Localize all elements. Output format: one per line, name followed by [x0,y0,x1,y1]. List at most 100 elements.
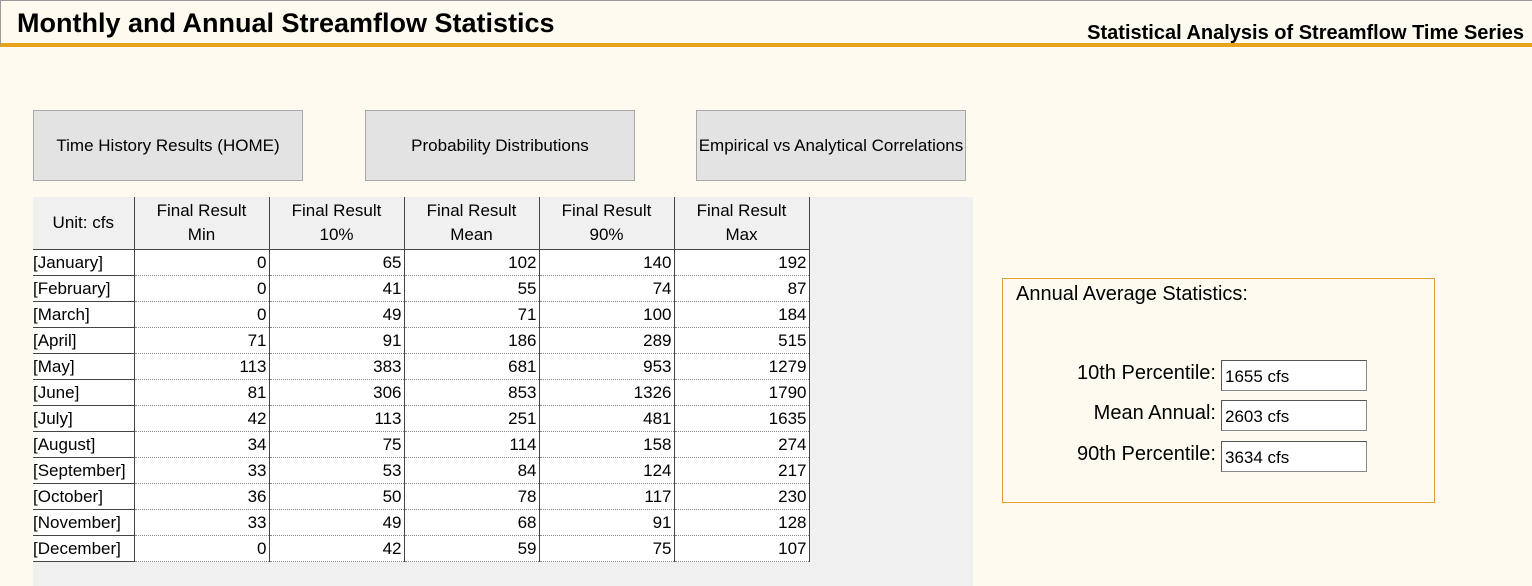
p90-value-field[interactable]: 3634 cfs [1221,441,1367,472]
table-cell[interactable]: 0 [134,275,270,302]
table-cell[interactable]: 53 [269,457,405,484]
table-row: [January] 0 65 102 140 192 [33,249,810,276]
table-row: [February] 0 41 55 74 87 [33,275,810,302]
home-button[interactable]: Time History Results (HOME) [33,110,303,181]
table-cell[interactable]: 42 [134,405,270,432]
column-header-line1: Final Result [561,201,652,220]
table-row: [July] 42 113 251 481 1635 [33,405,810,432]
table-cell[interactable]: 75 [539,535,675,562]
table-cell[interactable]: 34 [134,431,270,458]
mean-annual-value-field[interactable]: 2603 cfs [1221,400,1367,431]
table-cell[interactable]: 140 [539,249,675,276]
table-row: [March] 0 49 71 100 184 [33,301,810,328]
table-cell[interactable]: 65 [269,249,405,276]
table-cell[interactable]: 274 [674,431,810,458]
table-cell[interactable]: 113 [269,405,405,432]
column-header-line2: 10% [319,225,354,244]
table-cell[interactable]: 74 [539,275,675,302]
table-cell[interactable]: 50 [269,483,405,510]
month-label: [January] [33,249,135,276]
table-cell[interactable]: 217 [674,457,810,484]
table-row: [June] 81 306 853 1326 1790 [33,379,810,406]
table-cell[interactable]: 71 [404,301,540,328]
table-cell[interactable]: 192 [674,249,810,276]
month-label: [July] [33,405,135,432]
table-cell[interactable]: 186 [404,327,540,354]
table-cell[interactable]: 42 [269,535,405,562]
month-label: [June] [33,379,135,406]
table-cell[interactable]: 289 [539,327,675,354]
annual-panel-title: Annual Average Statistics: [1016,283,1248,305]
table-cell[interactable]: 107 [674,535,810,562]
month-label: [December] [33,535,135,562]
table-cell[interactable]: 1790 [674,379,810,406]
table-cell[interactable]: 124 [539,457,675,484]
table-row: [April] 71 91 186 289 515 [33,327,810,354]
table-cell[interactable]: 33 [134,509,270,536]
table-cell[interactable]: 681 [404,353,540,380]
table-row: [May] 113 383 681 953 1279 [33,353,810,380]
table-cell[interactable]: 59 [404,535,540,562]
table-cell[interactable]: 230 [674,483,810,510]
table-cell[interactable]: 0 [134,535,270,562]
table-cell[interactable]: 102 [404,249,540,276]
month-label: [August] [33,431,135,458]
table-cell[interactable]: 71 [134,327,270,354]
table-cell[interactable]: 306 [269,379,405,406]
month-label: [September] [33,457,135,484]
table-cell[interactable]: 853 [404,379,540,406]
column-header-max: Final Result Max [674,197,810,250]
table-cell[interactable]: 953 [539,353,675,380]
column-header-line2: 90% [589,225,624,244]
p90-label: 90th Percentile: [1077,443,1216,465]
table-cell[interactable]: 75 [269,431,405,458]
table-cell[interactable]: 36 [134,483,270,510]
table-cell[interactable]: 87 [674,275,810,302]
table-cell[interactable]: 1635 [674,405,810,432]
column-header-line1: Final Result [696,201,787,220]
table-cell[interactable]: 117 [539,483,675,510]
table-cell[interactable]: 251 [404,405,540,432]
column-header-mean: Final Result Mean [404,197,540,250]
column-header-line2: Min [187,225,216,244]
column-header-line1: Final Result [426,201,517,220]
column-header-min: Final Result Min [134,197,270,250]
table-cell[interactable]: 81 [134,379,270,406]
mean-row: Mean Annual: 2603 cfs [1003,400,1436,434]
monthly-stats-table: Unit: cfs Final Result Min Final Result 10… [33,197,810,562]
table-cell[interactable]: 84 [404,457,540,484]
table-cell[interactable]: 515 [674,327,810,354]
table-cell[interactable]: 0 [134,249,270,276]
table-cell[interactable]: 41 [269,275,405,302]
column-header-90pct: Final Result 90% [539,197,675,250]
table-cell[interactable]: 1279 [674,353,810,380]
table-cell[interactable]: 0 [134,301,270,328]
table-cell[interactable]: 481 [539,405,675,432]
annual-average-panel: Annual Average Statistics: 10th Percenti… [1002,278,1435,503]
column-header-line2: Mean [450,225,493,244]
table-cell[interactable]: 184 [674,301,810,328]
table-cell[interactable]: 158 [539,431,675,458]
correlations-button[interactable]: Empirical vs Analytical Correlations [696,110,966,181]
table-cell[interactable]: 100 [539,301,675,328]
table-cell[interactable]: 49 [269,509,405,536]
p10-label: 10th Percentile: [1077,362,1216,384]
p10-value-field[interactable]: 1655 cfs [1221,360,1367,391]
table-cell[interactable]: 128 [674,509,810,536]
table-cell[interactable]: 383 [269,353,405,380]
table-cell[interactable]: 49 [269,301,405,328]
table-cell[interactable]: 68 [404,509,540,536]
table-cell[interactable]: 114 [404,431,540,458]
table-cell[interactable]: 33 [134,457,270,484]
table-cell[interactable]: 55 [404,275,540,302]
month-label: [May] [33,353,135,380]
table-row: [December] 0 42 59 75 107 [33,535,810,562]
table-cell[interactable]: 113 [134,353,270,380]
table-cell[interactable]: 78 [404,483,540,510]
month-label: [April] [33,327,135,354]
probability-distributions-button[interactable]: Probability Distributions [365,110,635,181]
table-cell[interactable]: 91 [269,327,405,354]
table-cell[interactable]: 1326 [539,379,675,406]
table-cell[interactable]: 91 [539,509,675,536]
month-label: [October] [33,483,135,510]
